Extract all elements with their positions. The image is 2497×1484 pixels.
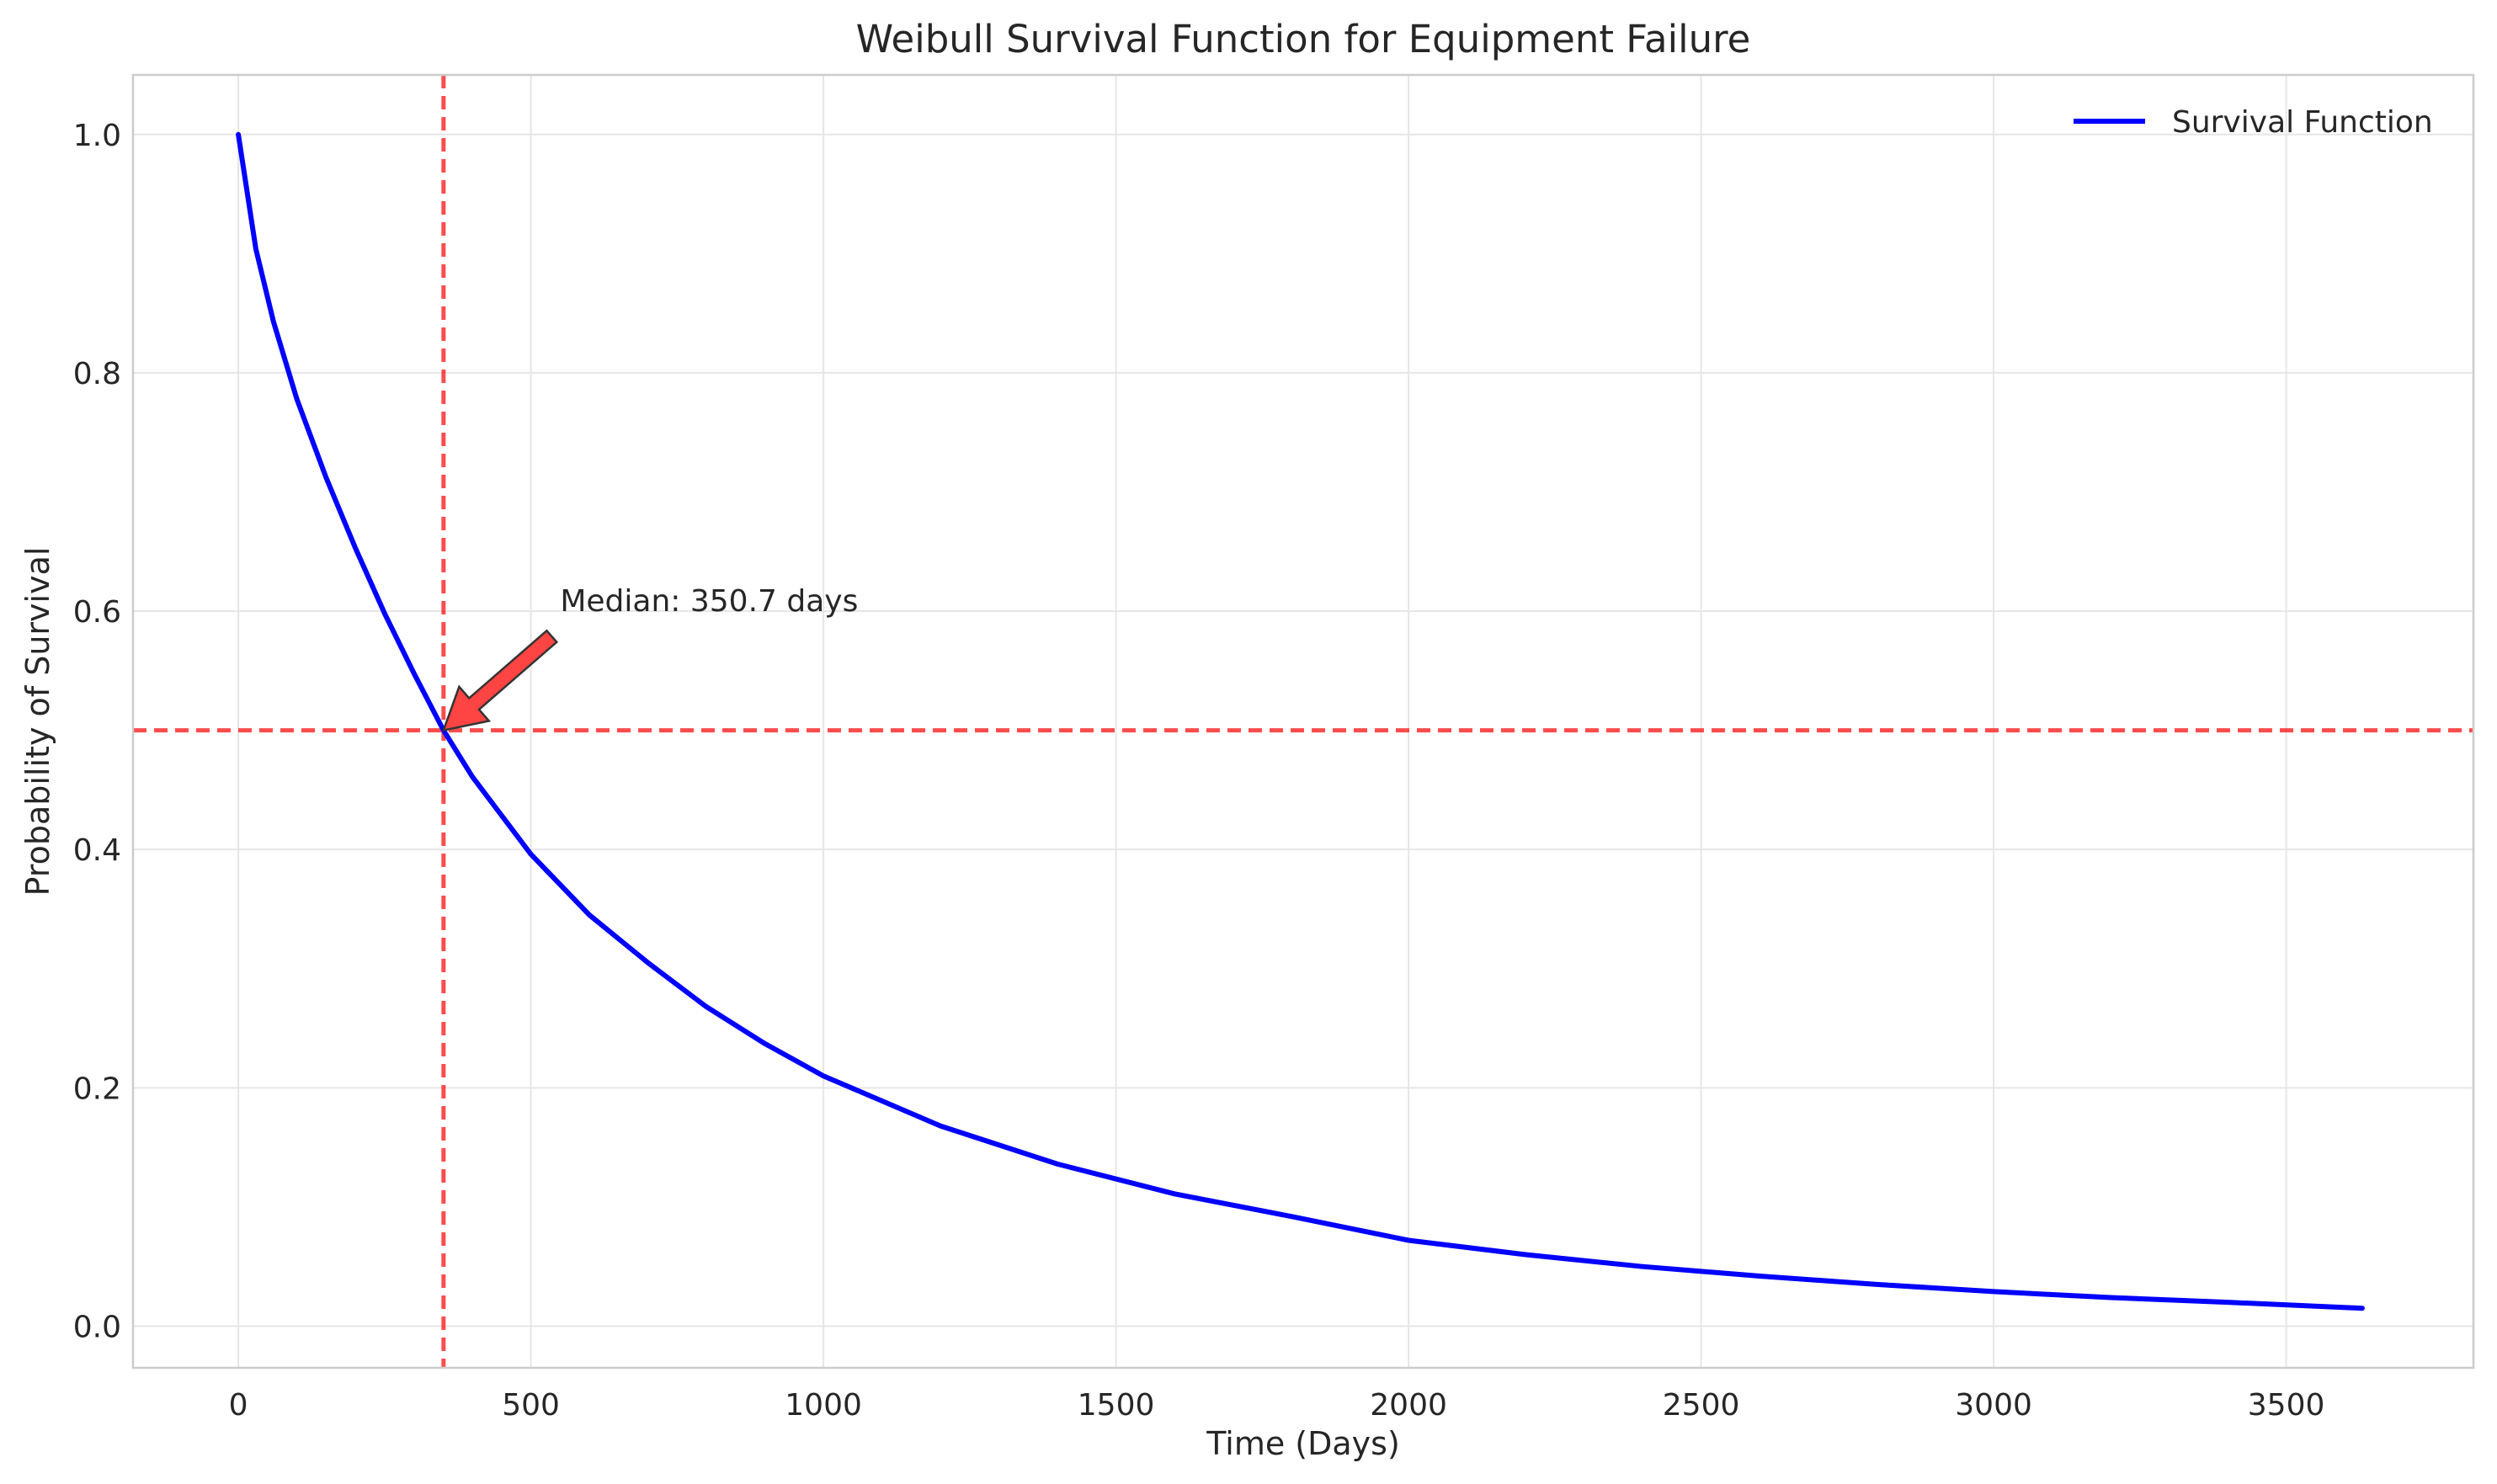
median-annotation-arrow xyxy=(441,629,559,732)
x-tick-label-3: 1500 xyxy=(1078,1388,1155,1423)
series-layer xyxy=(236,131,2365,1311)
y-tick-labels: 0.0 0.2 0.4 0.6 0.8 1.0 xyxy=(73,119,121,1345)
x-tick-label-4: 2000 xyxy=(1370,1388,1447,1423)
x-tick-label-5: 2500 xyxy=(1663,1388,1740,1423)
x-tick-label-0: 0 xyxy=(229,1388,248,1423)
chart-title: Weibull Survival Function for Equipment … xyxy=(856,17,1751,61)
series-line-survival-function xyxy=(236,131,2365,1311)
x-tick-label-1: 500 xyxy=(502,1388,560,1423)
reference-lines-layer xyxy=(133,75,2473,1368)
x-tick-labels: 0 500 1000 1500 2000 2500 3000 3500 xyxy=(229,1388,2325,1423)
median-annotation-text: Median: 350.7 days xyxy=(560,584,858,619)
y-tick-label-4: 0.8 xyxy=(73,357,121,391)
x-tick-label-7: 3500 xyxy=(2248,1388,2325,1423)
legend-label-survival-function: Survival Function xyxy=(2172,105,2433,140)
y-tick-label-3: 0.6 xyxy=(73,595,121,630)
y-tick-label-5: 1.0 xyxy=(73,119,121,153)
y-tick-label-0: 0.0 xyxy=(73,1310,121,1344)
y-tick-label-1: 0.2 xyxy=(73,1072,121,1106)
x-tick-label-2: 1000 xyxy=(785,1388,862,1423)
y-tick-label-2: 0.4 xyxy=(73,833,121,868)
x-tick-label-6: 3000 xyxy=(1955,1388,2032,1423)
y-axis-label: Probability of Survival xyxy=(19,547,56,896)
legend: Survival Function xyxy=(2074,105,2433,140)
x-axis-label: Time (Days) xyxy=(1206,1425,1400,1462)
annotation-layer: Median: 350.7 days xyxy=(441,584,858,732)
plot-frame xyxy=(131,73,2475,1370)
grid-layer xyxy=(133,75,2473,1368)
